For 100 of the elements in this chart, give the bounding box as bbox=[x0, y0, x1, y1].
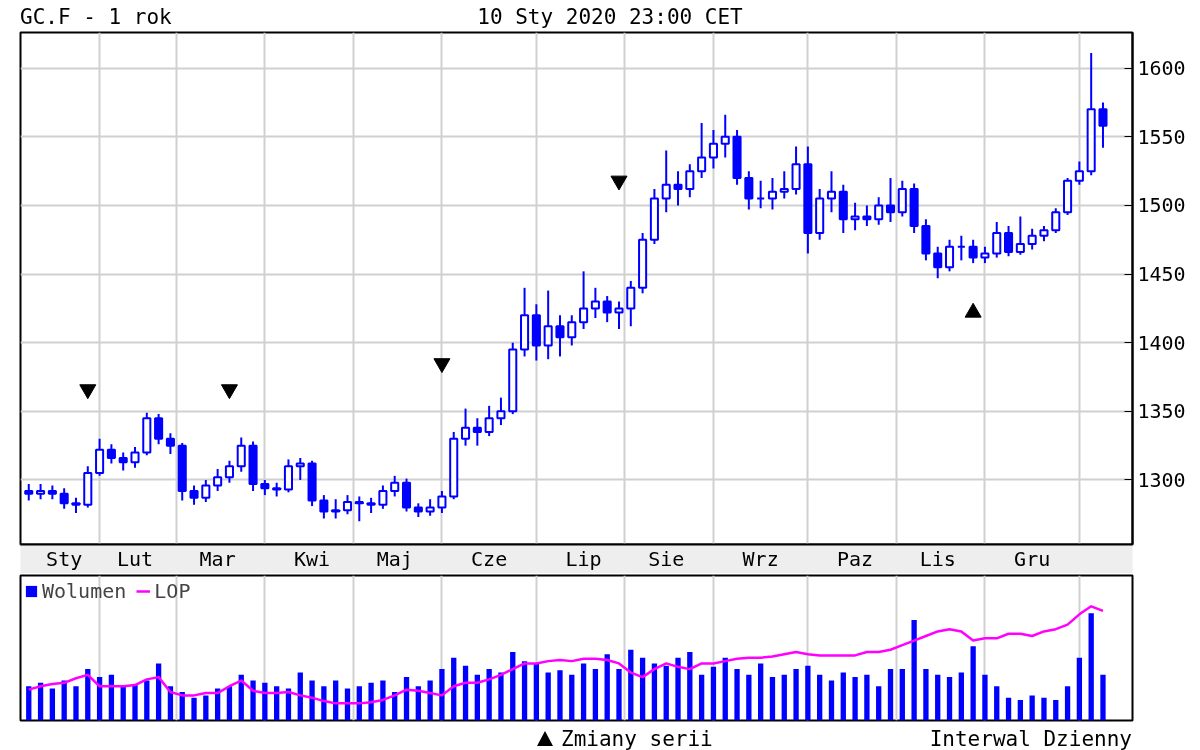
point bbox=[220, 384, 238, 400]
legend-label: Zmiany serii bbox=[560, 727, 713, 750]
bar bbox=[545, 672, 551, 721]
bar bbox=[852, 677, 858, 721]
bar bbox=[758, 663, 764, 721]
bar bbox=[687, 652, 693, 721]
x-tick-label: Paz bbox=[837, 546, 874, 571]
x-tick-label: Maj bbox=[376, 546, 413, 571]
bar bbox=[569, 674, 575, 721]
bar bbox=[1041, 697, 1047, 721]
bar bbox=[250, 680, 256, 721]
candlestick bbox=[697, 122, 707, 179]
candlestick bbox=[602, 295, 612, 324]
bar bbox=[368, 682, 374, 721]
candlestick bbox=[968, 238, 978, 265]
candlestick bbox=[944, 238, 955, 273]
candlestick bbox=[106, 443, 116, 465]
bar bbox=[923, 669, 929, 721]
candlestick bbox=[673, 170, 683, 207]
candlestick bbox=[720, 113, 730, 159]
bar bbox=[604, 654, 610, 721]
bar bbox=[1076, 657, 1083, 721]
candlestick bbox=[95, 437, 105, 477]
candlestick bbox=[496, 396, 506, 427]
bar bbox=[828, 680, 835, 721]
bar bbox=[1064, 686, 1071, 721]
candlestick bbox=[484, 404, 494, 438]
point bbox=[610, 175, 628, 191]
candlestick bbox=[201, 478, 211, 503]
candlestick bbox=[390, 474, 400, 498]
y-tick-label: 1500 bbox=[1137, 193, 1186, 218]
bar bbox=[1053, 699, 1059, 721]
bar bbox=[864, 674, 870, 721]
chart-subtitle: 10 Sty 2020 23:00 CET bbox=[477, 5, 743, 29]
candlestick bbox=[874, 196, 884, 226]
candlestick bbox=[850, 201, 860, 232]
bar bbox=[805, 665, 811, 721]
x-tick-label: Lut bbox=[116, 546, 154, 571]
bar bbox=[663, 665, 669, 721]
candlestick bbox=[933, 245, 943, 280]
x-tick-label: Mar bbox=[199, 546, 236, 571]
bar bbox=[935, 674, 941, 721]
bar bbox=[994, 686, 1000, 721]
candlestick bbox=[826, 170, 837, 214]
bar bbox=[203, 695, 209, 721]
chart-title: GC.F - 1 rok bbox=[20, 4, 172, 31]
candlestick bbox=[1004, 225, 1014, 258]
bar bbox=[132, 683, 138, 721]
candlestick bbox=[472, 417, 482, 447]
bar bbox=[49, 688, 56, 721]
bar bbox=[899, 669, 905, 721]
x-tick-label: Lip bbox=[565, 546, 602, 571]
bar bbox=[1100, 674, 1106, 721]
candlestick bbox=[130, 446, 140, 469]
candlestick bbox=[354, 495, 364, 523]
text: Interwal Dzienny bbox=[929, 726, 1132, 750]
bar bbox=[498, 672, 504, 721]
x-tick-label: Kwi bbox=[294, 546, 331, 571]
bar bbox=[781, 674, 787, 721]
y-tick-label: 1550 bbox=[1137, 124, 1186, 149]
x-tick-label: Gru bbox=[1014, 546, 1051, 571]
bar bbox=[710, 666, 717, 721]
candlestick bbox=[661, 149, 671, 214]
candlestick bbox=[614, 300, 624, 330]
bar bbox=[321, 686, 327, 721]
bar bbox=[793, 669, 799, 721]
bar bbox=[734, 669, 740, 721]
bar bbox=[698, 674, 705, 721]
bar bbox=[486, 669, 492, 721]
candlestick bbox=[992, 220, 1002, 259]
bar bbox=[746, 674, 752, 721]
bar bbox=[439, 669, 445, 721]
candlestick bbox=[590, 286, 600, 320]
candlestick bbox=[767, 177, 777, 211]
x-tick-label: Wrz bbox=[742, 546, 779, 571]
bar bbox=[958, 672, 964, 721]
candlestick bbox=[1098, 101, 1108, 149]
bar bbox=[1017, 699, 1024, 721]
bar bbox=[675, 657, 681, 721]
candlestick bbox=[378, 484, 388, 510]
x-tick-label: Cze bbox=[471, 546, 508, 571]
x-tick-label: Lis bbox=[919, 546, 956, 571]
candlestick bbox=[1027, 227, 1037, 251]
candlestick bbox=[59, 487, 69, 510]
candlestick bbox=[897, 179, 907, 218]
bar bbox=[144, 680, 150, 721]
candlestick bbox=[189, 484, 199, 506]
candlestick bbox=[862, 204, 872, 228]
candlestick bbox=[579, 270, 589, 330]
candlestick bbox=[626, 279, 636, 328]
bar bbox=[427, 680, 433, 721]
candlestick bbox=[437, 489, 447, 514]
candlestick bbox=[319, 494, 329, 520]
bar bbox=[592, 669, 599, 721]
candlestick bbox=[885, 177, 896, 223]
bar bbox=[817, 674, 823, 721]
bar bbox=[533, 663, 540, 721]
y-tick-label: 1300 bbox=[1137, 467, 1186, 492]
candlestick bbox=[555, 314, 565, 358]
bar bbox=[616, 669, 622, 721]
